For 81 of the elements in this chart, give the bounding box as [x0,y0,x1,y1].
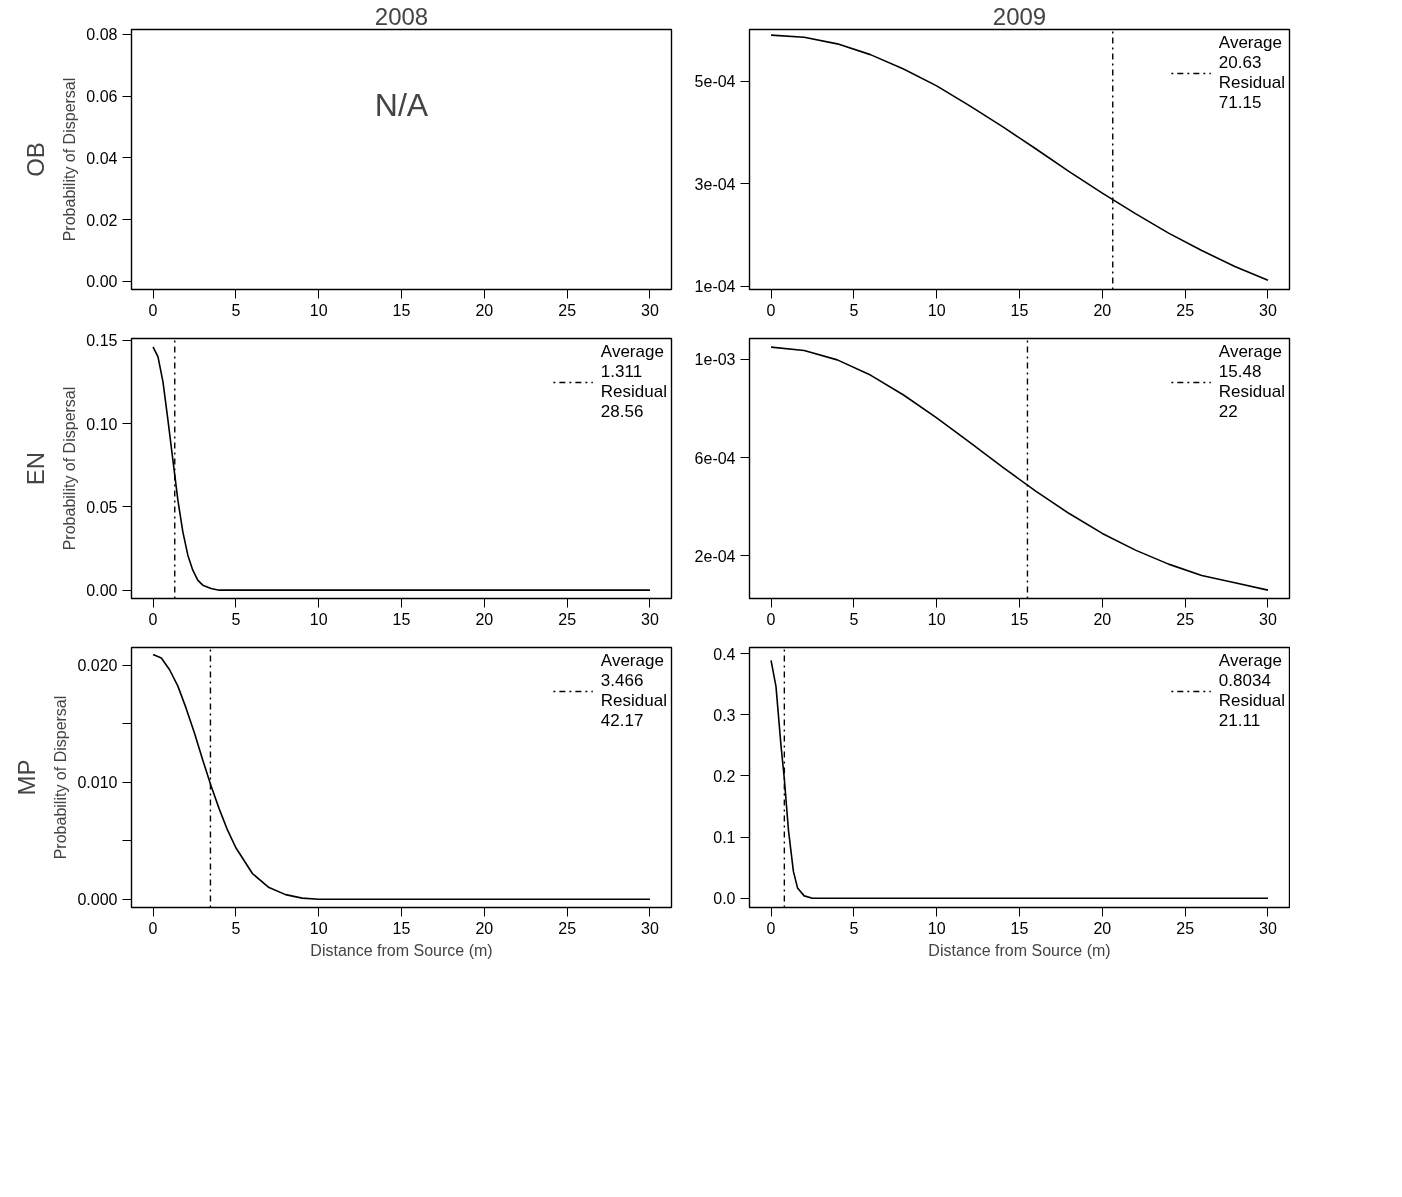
x-tick-label: 10 [927,301,946,319]
x-tick-label: 10 [309,301,328,319]
y-tick-label: 0.06 [86,88,118,106]
y-tick-label: 0.00 [86,273,118,291]
x-tick-label: 10 [309,610,328,628]
x-tick-label: 25 [558,301,577,319]
x-tick-label: 20 [475,610,494,628]
y-tick-label: 0.010 [77,774,118,792]
x-tick-label: 30 [1259,301,1277,319]
x-tick-label: 5 [849,301,859,319]
x-tick-label: 30 [1259,610,1277,628]
x-tick-label: 5 [849,919,859,937]
x-tick-label: 0 [766,919,776,937]
x-tick-label: 0 [148,301,158,319]
x-tick-label: 30 [1259,919,1277,937]
y-tick-label: 5e-04 [694,73,736,91]
x-tick-label: 5 [231,610,241,628]
x-tick-label: 0 [148,919,158,937]
y-tick-label: 0.02 [86,211,118,229]
x-tick-label: 5 [231,919,241,937]
x-axis-title: Distance from Source (m) [310,941,493,959]
y-tick-label: 0.08 [86,26,118,44]
x-tick-label: 5 [231,301,241,319]
y-tick-label: 0.020 [77,657,118,675]
y-tick-label: 0.15 [86,332,118,350]
y-tick-label: 6e-04 [694,449,736,467]
x-tick-label: 15 [392,610,411,628]
y-tick-label: 0.3 [713,706,736,724]
x-axis-title: Distance from Source (m) [928,941,1111,959]
y-tick-label: 0.10 [86,415,118,433]
ref-line-label: Average 20.63 Residual 71.15 [1218,33,1285,113]
ref-line-label: Average 0.8034 Residual 21.11 [1218,651,1285,731]
x-tick-label: 20 [475,301,494,319]
ref-line-label: Average 1.311 Residual 28.56 [600,342,667,422]
x-tick-label: 25 [558,919,577,937]
y-tick-label: 2e-04 [694,547,736,565]
x-tick-label: 5 [849,610,859,628]
y-tick-label: 0.000 [77,891,118,909]
x-tick-label: 25 [1176,919,1195,937]
y-tick-label: 0.1 [713,829,736,847]
y-tick-label: 1e-04 [694,278,736,296]
x-tick-label: 15 [392,919,411,937]
x-tick-label: 15 [1010,301,1029,319]
y-axis-title: Probability of Dispersal [61,386,79,551]
ref-line-label: Average 15.48 Residual 22 [1218,342,1285,422]
y-tick-label: 0.00 [86,582,118,600]
x-tick-label: 25 [1176,301,1195,319]
x-tick-label: 15 [392,301,411,319]
y-axis-title: Probability of Dispersal [61,77,79,242]
x-tick-label: 0 [766,301,776,319]
x-tick-label: 10 [309,919,328,937]
x-tick-label: 20 [1093,301,1112,319]
x-tick-label: 0 [148,610,158,628]
x-tick-label: 10 [927,919,946,937]
y-tick-label: 0.05 [86,498,118,516]
y-tick-label: 3e-04 [694,175,736,193]
x-tick-label: 20 [1093,610,1112,628]
text: MP [12,759,40,796]
chart-title: 2009 [992,2,1047,30]
text: OB [21,142,49,177]
y-tick-label: 1e-03 [694,351,736,369]
ref-line-label: Average 3.466 Residual 42.17 [600,651,667,731]
y-axis-title: Probability of Dispersal [52,695,70,860]
x-tick-label: 30 [641,610,659,628]
annotation: N/A [374,86,429,123]
x-tick-label: 15 [1010,919,1029,937]
y-tick-label: 0.0 [713,890,736,908]
x-tick-label: 30 [641,301,659,319]
x-tick-label: 20 [1093,919,1112,937]
text: EN [21,451,49,486]
y-tick-label: 0.04 [86,149,118,167]
x-tick-label: 30 [641,919,659,937]
y-tick-label: 0.4 [713,645,736,663]
x-tick-label: 0 [766,610,776,628]
x-tick-label: 25 [1176,610,1195,628]
x-tick-label: 25 [558,610,577,628]
x-tick-label: 10 [927,610,946,628]
x-tick-label: 20 [475,919,494,937]
x-tick-label: 15 [1010,610,1029,628]
y-tick-label: 0.2 [713,767,736,785]
chart-title: 2008 [374,2,429,30]
